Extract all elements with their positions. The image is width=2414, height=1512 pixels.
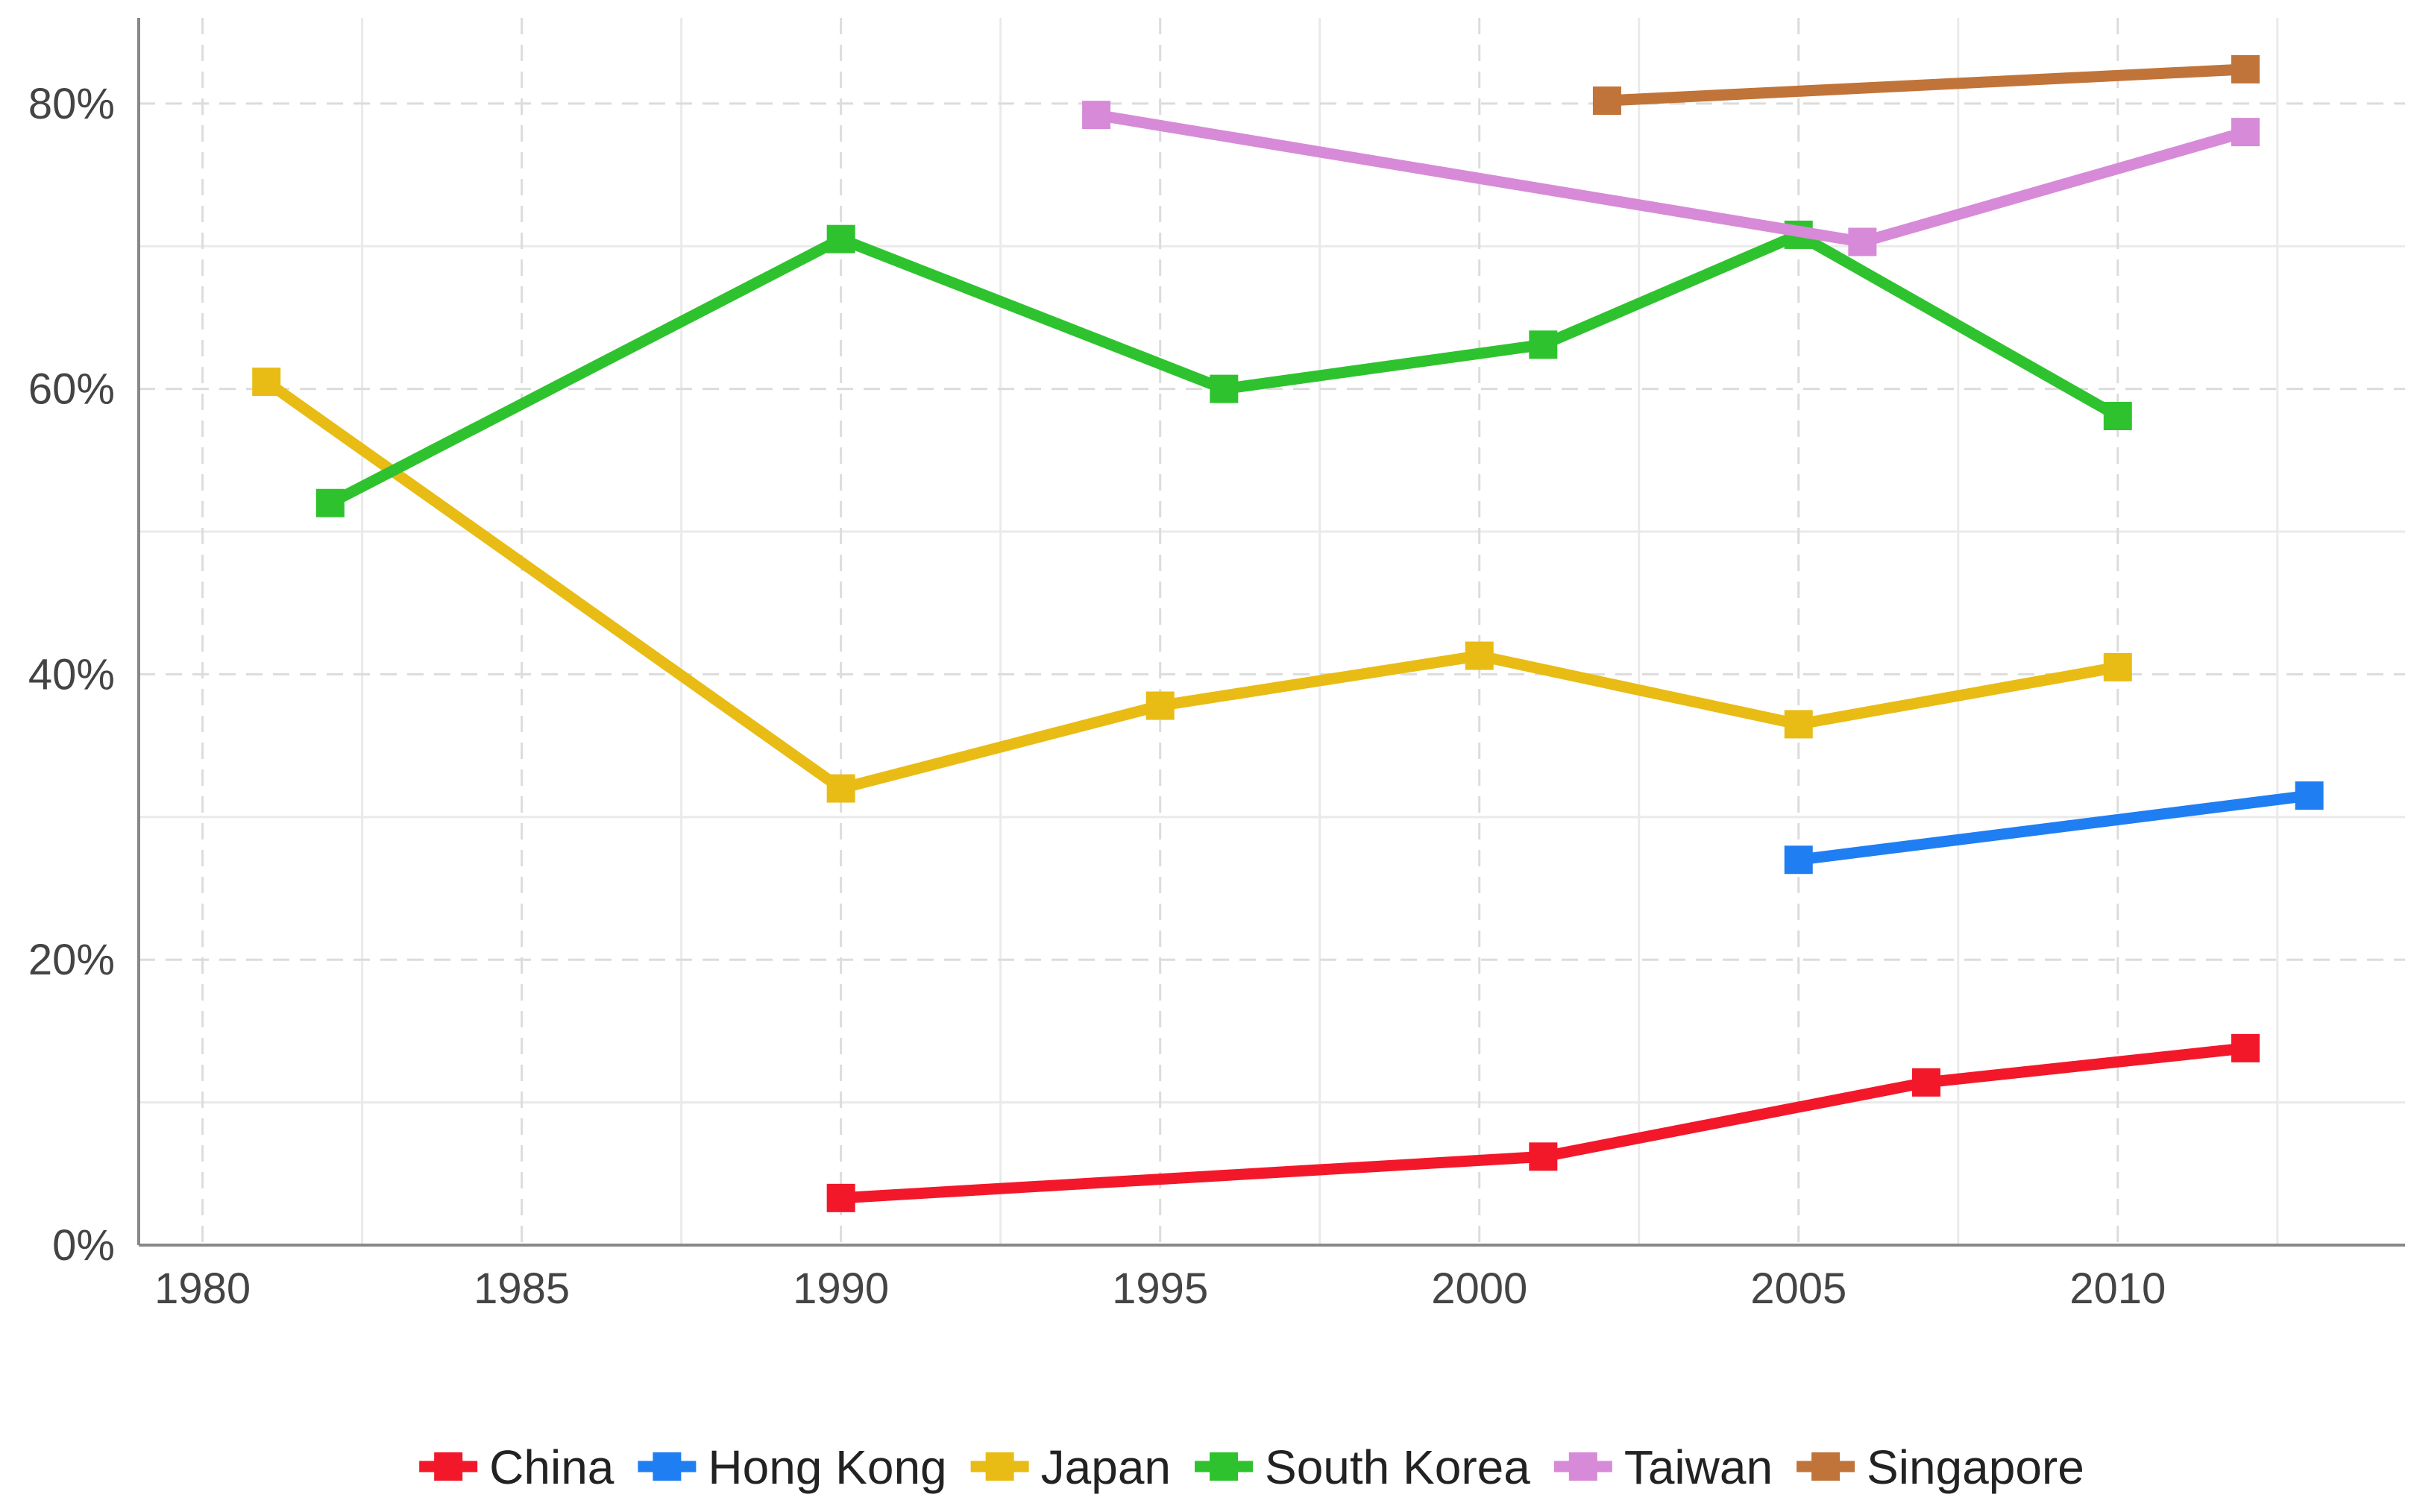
data-point-hong-kong <box>2295 781 2324 810</box>
legend-item-singapore: Singapore <box>1797 1440 2084 1494</box>
data-point-japan <box>826 774 855 803</box>
series-china <box>826 1033 2260 1212</box>
x-tick-label: 1990 <box>793 1264 889 1313</box>
legend-label: Singapore <box>1867 1440 2084 1494</box>
legend-marker <box>1210 1452 1239 1481</box>
data-point-china <box>1911 1068 1940 1097</box>
data-point-south-korea <box>1210 374 1239 403</box>
series-line-japan <box>260 376 2124 795</box>
legend-label: Japan <box>1041 1440 1171 1494</box>
data-point-taiwan <box>1848 227 1877 256</box>
series-line-south-korea <box>324 229 2124 509</box>
data-point-singapore <box>2231 54 2260 84</box>
data-point-singapore <box>1592 86 1621 116</box>
data-point-taiwan <box>1082 101 1111 130</box>
x-tick-label: 1980 <box>154 1264 251 1313</box>
axes <box>137 18 2405 1247</box>
legend-item-china: China <box>419 1440 614 1494</box>
data-point-japan <box>1465 641 1494 670</box>
data-point-japan <box>252 368 281 397</box>
series-south-korea <box>315 220 2132 517</box>
data-point-china <box>2231 1033 2260 1062</box>
data-point-taiwan <box>2231 118 2260 147</box>
series-line-singapore <box>1601 63 2251 107</box>
x-tick-label: 2005 <box>1750 1264 1846 1313</box>
legend-item-japan: Japan <box>970 1440 1171 1494</box>
series-hong-kong <box>1784 781 2324 875</box>
data-point-china <box>826 1183 855 1212</box>
series-japan <box>252 368 2132 803</box>
series-singapore <box>1592 54 2260 116</box>
legend-label: Taiwan <box>1624 1440 1773 1494</box>
data-point-japan <box>1145 691 1175 720</box>
legend-item-taiwan: Taiwan <box>1553 1440 1773 1494</box>
series-taiwan <box>1082 101 2260 256</box>
legend-label: South Korea <box>1265 1440 1530 1494</box>
data-point-south-korea <box>315 488 345 517</box>
legend-marker <box>1568 1452 1597 1481</box>
y-tick-label: 40% <box>28 650 115 699</box>
x-tick-label: 2010 <box>2069 1264 2166 1313</box>
y-tick-label: 80% <box>28 80 115 128</box>
series-line-china <box>835 1042 2251 1204</box>
data-point-japan <box>2103 652 2132 681</box>
series-line-hong-kong <box>1793 790 2316 866</box>
legend-label: China <box>489 1440 614 1494</box>
legend: China Hong Kong Japan South Korea Taiwan Sing… <box>419 1440 2084 1494</box>
legend-marker <box>1811 1452 1841 1481</box>
series-line-taiwan <box>1090 109 2251 248</box>
data-point-japan <box>1784 710 1813 739</box>
data-point-south-korea <box>2103 401 2132 430</box>
legend-item-south-korea: South Korea <box>1195 1440 1530 1494</box>
legend-label: Hong Kong <box>708 1440 946 1494</box>
data-point-china <box>1529 1142 1558 1171</box>
data-point-south-korea <box>826 224 855 253</box>
legend-marker <box>985 1452 1014 1481</box>
y-tick-label: 20% <box>28 936 115 984</box>
legend-marker <box>653 1452 682 1481</box>
legend-marker <box>434 1452 463 1481</box>
x-tick-label: 1995 <box>1112 1264 1208 1313</box>
y-tick-label: 0% <box>52 1221 115 1270</box>
y-tick-label: 60% <box>28 365 115 414</box>
data-point-south-korea <box>1529 330 1558 359</box>
x-tick-label: 1985 <box>474 1264 570 1313</box>
series-lines <box>252 54 2324 1212</box>
data-point-hong-kong <box>1784 845 1813 875</box>
tick-labels: 1980 1985 1990 1995 2000 2005 2010 0% 20% 40% 60% 8… <box>28 80 2166 1313</box>
grid <box>139 18 2405 1247</box>
x-tick-label: 2000 <box>1431 1264 1527 1313</box>
legend-item-hong-kong: Hong Kong <box>638 1440 947 1494</box>
